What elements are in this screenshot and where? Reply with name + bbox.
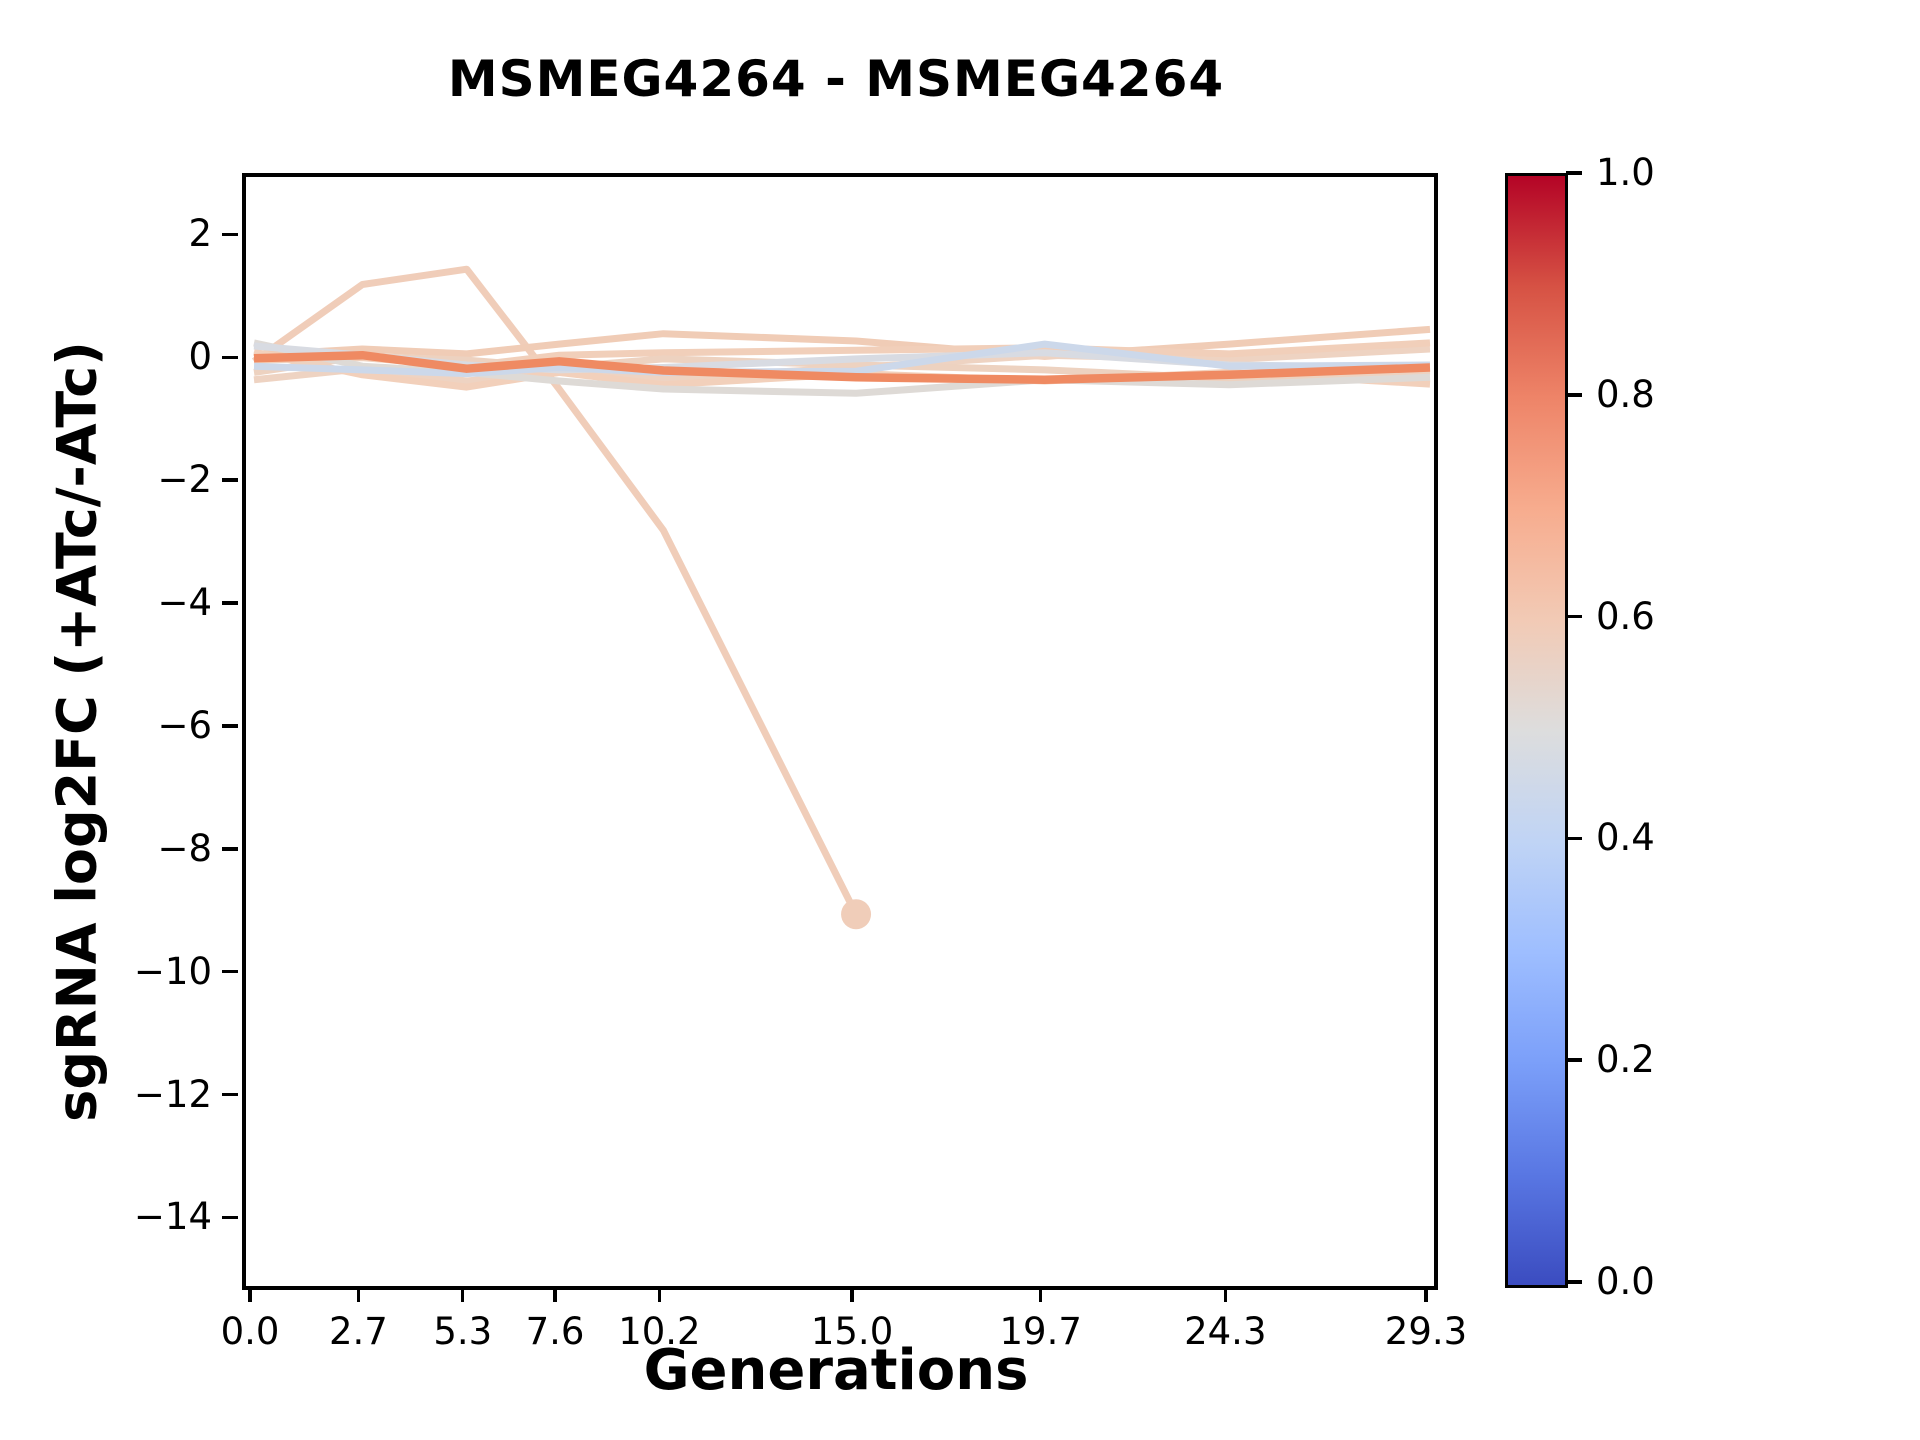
colorbar-tick-mark (1566, 171, 1582, 175)
y-tick-mark (222, 355, 238, 360)
x-tick-label: 0.0 (220, 1310, 280, 1353)
series-line-sgRNA-10 (253, 350, 1431, 385)
colorbar-tick-label: 0.8 (1596, 372, 1655, 416)
y-tick-mark (222, 847, 238, 851)
x-tick-mark (248, 1286, 252, 1302)
x-tick-mark (1424, 1286, 1428, 1302)
y-tick-label: −6 (157, 703, 212, 747)
x-tick-mark (1223, 1286, 1228, 1302)
colorbar-tick-mark (1566, 614, 1582, 619)
y-tick-mark (222, 232, 238, 237)
y-tick-label: −8 (157, 826, 212, 870)
y-tick-label: −10 (133, 949, 212, 993)
y-tick-mark (222, 1092, 238, 1097)
line-chart (251, 265, 1431, 930)
x-tick-label: 24.3 (1184, 1310, 1267, 1353)
colorbar-tick-mark (1566, 393, 1582, 397)
x-tick-label: 5.3 (433, 1310, 493, 1353)
x-tick-mark (553, 1286, 557, 1302)
colorbar-tick-label: 0.0 (1596, 1260, 1655, 1303)
y-tick-label: 2 (188, 212, 212, 256)
colorbar-tick-label: 0.6 (1596, 594, 1655, 638)
colorbar-tick-label: 0.4 (1596, 816, 1655, 860)
x-tick-mark (657, 1286, 662, 1302)
y-tick-label: −14 (133, 1195, 212, 1239)
x-tick-label: 29.3 (1384, 1310, 1468, 1353)
x-tick-mark (356, 1286, 361, 1302)
colorbar (1505, 173, 1568, 1288)
chart-title: MSMEG4264 - MSMEG4264 (447, 50, 1225, 108)
colorbar-tick-label: 0.2 (1596, 1038, 1655, 1082)
y-tick-mark (222, 969, 238, 974)
y-tick-label: −12 (133, 1072, 212, 1116)
colorbar-tick-mark (1566, 836, 1582, 841)
y-tick-mark (222, 601, 238, 605)
y-tick-mark (222, 724, 238, 728)
y-tick-label: −4 (157, 581, 212, 625)
colorbar-tick-mark (1566, 1058, 1582, 1062)
y-tick-label: 0 (188, 335, 212, 379)
x-tick-label: 10.2 (618, 1310, 701, 1353)
series-line-sgRNA-2 (253, 325, 1431, 360)
end-point-marker (841, 899, 872, 930)
colorbar-tick-mark (1566, 1280, 1582, 1284)
y-tick-mark (222, 1215, 238, 1220)
y-tick-mark (222, 478, 238, 482)
x-tick-label: 7.6 (525, 1310, 585, 1353)
x-tick-label: 15.0 (810, 1310, 894, 1353)
x-tick-label: 19.7 (999, 1310, 1082, 1353)
x-tick-mark (1038, 1286, 1043, 1302)
plot-area (242, 173, 1438, 1290)
series-line-sgRNA-depleted (251, 265, 860, 916)
x-tick-mark (460, 1286, 465, 1302)
x-tick-mark (850, 1286, 854, 1302)
y-tick-label: −2 (157, 458, 212, 502)
x-axis-label: Generations (643, 1338, 1029, 1403)
x-tick-label: 2.7 (328, 1310, 388, 1353)
colorbar-tick-label: 1.0 (1596, 151, 1655, 194)
